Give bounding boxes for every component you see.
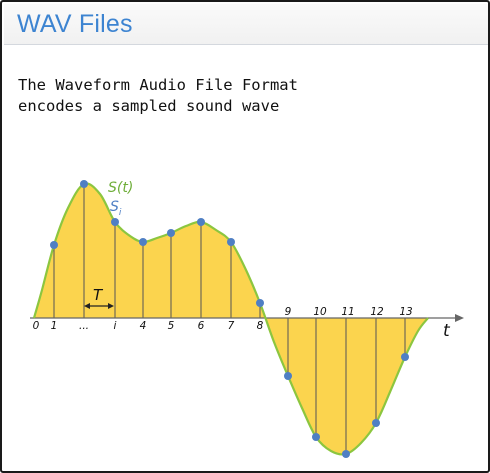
sample-point — [227, 238, 235, 246]
slide-title: WAV Files — [17, 10, 133, 38]
sample-label: Si — [110, 199, 122, 218]
intro-line-2: encodes a sampled sound wave — [18, 97, 280, 115]
sample-point — [284, 372, 292, 380]
tick-label: 13 — [399, 306, 412, 318]
sample-point — [372, 419, 380, 427]
sample-points — [50, 180, 409, 458]
tick-label: 4 — [140, 320, 147, 332]
tick-label: 12 — [370, 306, 384, 318]
sample-point — [50, 241, 58, 249]
tick-label: 6 — [198, 320, 205, 332]
intro-text: The Waveform Audio File Format encodes a… — [18, 75, 298, 117]
intro-line-1: The Waveform Audio File Format — [18, 76, 298, 94]
sample-point — [111, 218, 119, 226]
sample-point — [139, 238, 147, 246]
sample-point — [256, 299, 264, 307]
time-axis-label: t — [443, 321, 451, 341]
tick-label: 9 — [285, 306, 292, 318]
tick-label: 5 — [168, 320, 175, 332]
sample-lines — [53, 184, 406, 454]
period-arrow-right — [108, 303, 114, 309]
sample-point — [312, 433, 320, 441]
sample-point — [167, 229, 175, 237]
period-label: T — [93, 286, 104, 304]
tick-label: 7 — [228, 320, 235, 332]
wave-area-fill — [34, 183, 428, 455]
sample-point — [401, 353, 409, 361]
tick-label: 0 — [33, 320, 40, 332]
period-arrow-left — [84, 303, 90, 309]
sample-point — [80, 180, 88, 188]
tick-labels: 0 1... i 4 5 6 7 8 9 10 11 12 13 — [33, 306, 413, 332]
tick-label: 11 — [341, 306, 354, 318]
tick-label: 1 — [51, 320, 58, 332]
tick-label: i — [114, 320, 117, 332]
sample-point — [197, 218, 205, 226]
tick-label: ... — [79, 320, 89, 332]
tick-label: 8 — [257, 320, 264, 332]
sample-point — [342, 450, 350, 458]
time-axis-arrow — [455, 314, 464, 322]
tick-label: 10 — [313, 306, 327, 318]
slide-header: WAV Files — [4, 4, 488, 45]
signal-label: S(t) — [108, 180, 133, 196]
